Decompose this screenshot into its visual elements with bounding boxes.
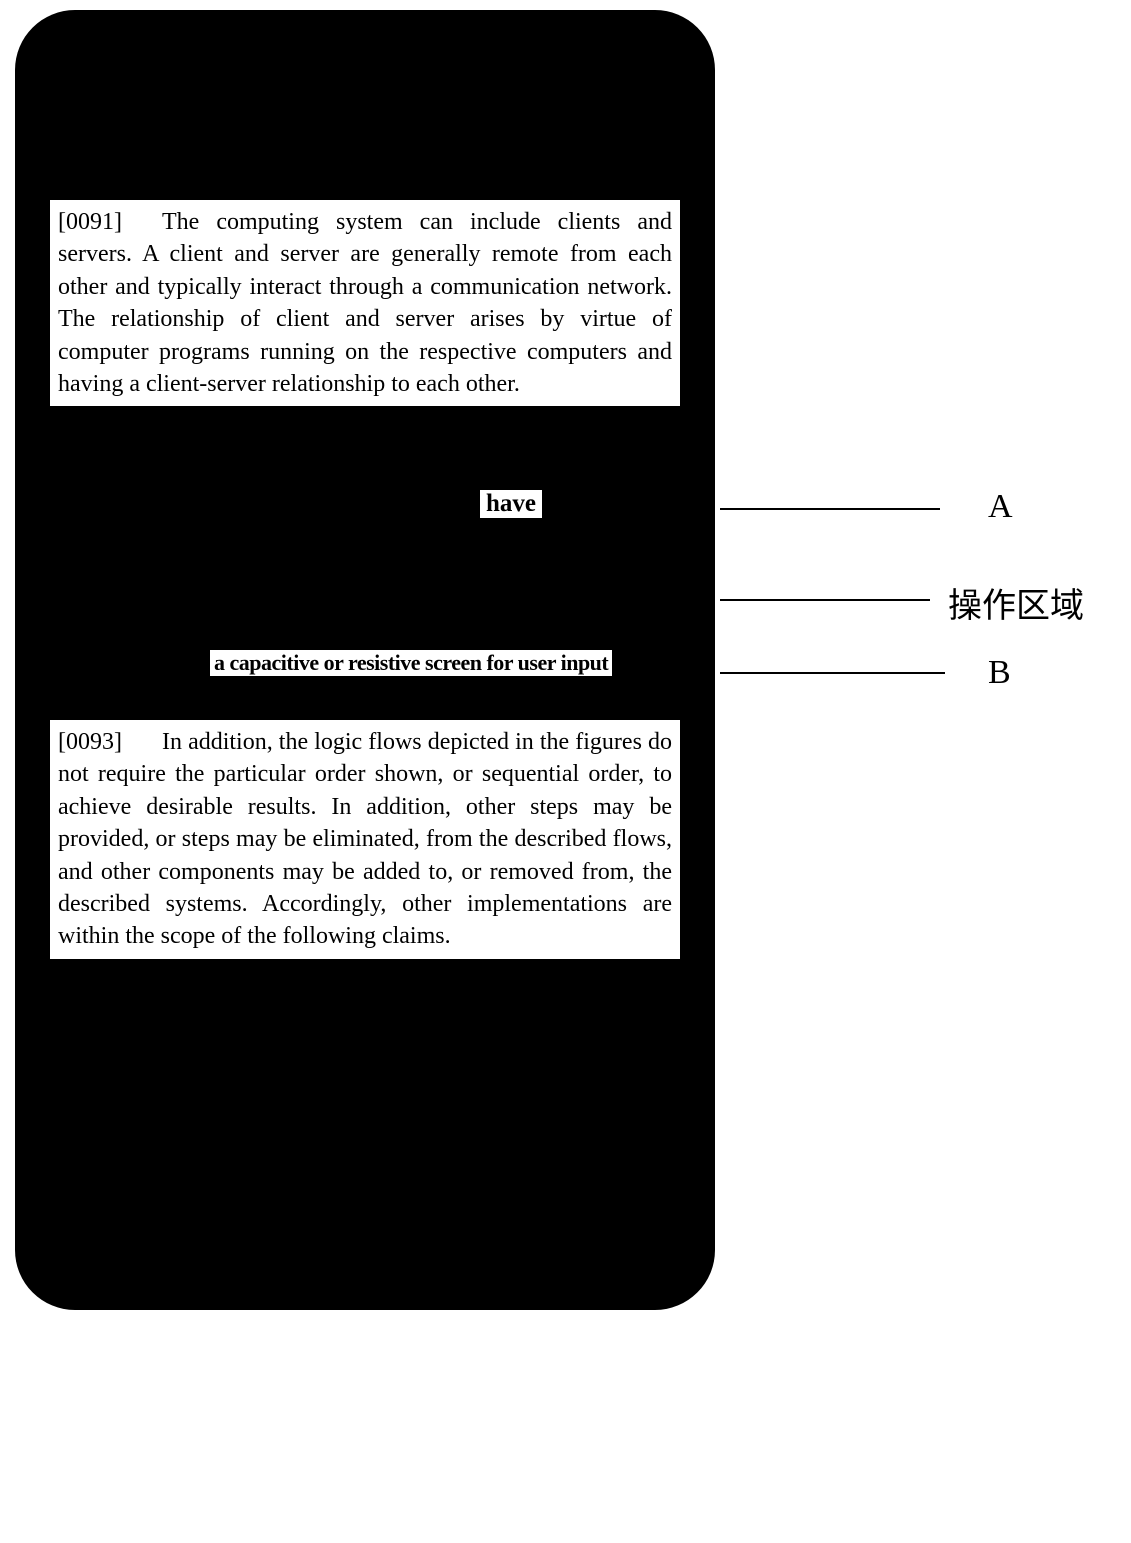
- callout-line-a: [720, 508, 940, 510]
- callout-label-operation-area: 操作区域: [948, 578, 1084, 627]
- highlight-caption-b: a capacitive or resistive screen for use…: [210, 650, 612, 676]
- callout-label-a: A: [988, 488, 1013, 526]
- paragraph-number-bottom: [0093]: [58, 729, 122, 755]
- callout-line-operation: [720, 599, 930, 601]
- device-screen: [0091]The computing system can include c…: [45, 40, 685, 1280]
- paragraph-text-top: The computing system can include clients…: [58, 209, 672, 397]
- callout-line-b: [720, 672, 945, 674]
- highlight-word-a: have: [480, 490, 542, 518]
- paragraph-number-top: [0091]: [58, 209, 122, 235]
- device-frame: [0091]The computing system can include c…: [15, 10, 715, 1310]
- paragraph-text-bottom: In addition, the logic flows depicted in…: [58, 729, 672, 949]
- paragraph-top: [0091]The computing system can include c…: [50, 200, 680, 406]
- callout-label-b: B: [988, 654, 1011, 692]
- paragraph-bottom: [0093]In addition, the logic flows depic…: [50, 720, 680, 959]
